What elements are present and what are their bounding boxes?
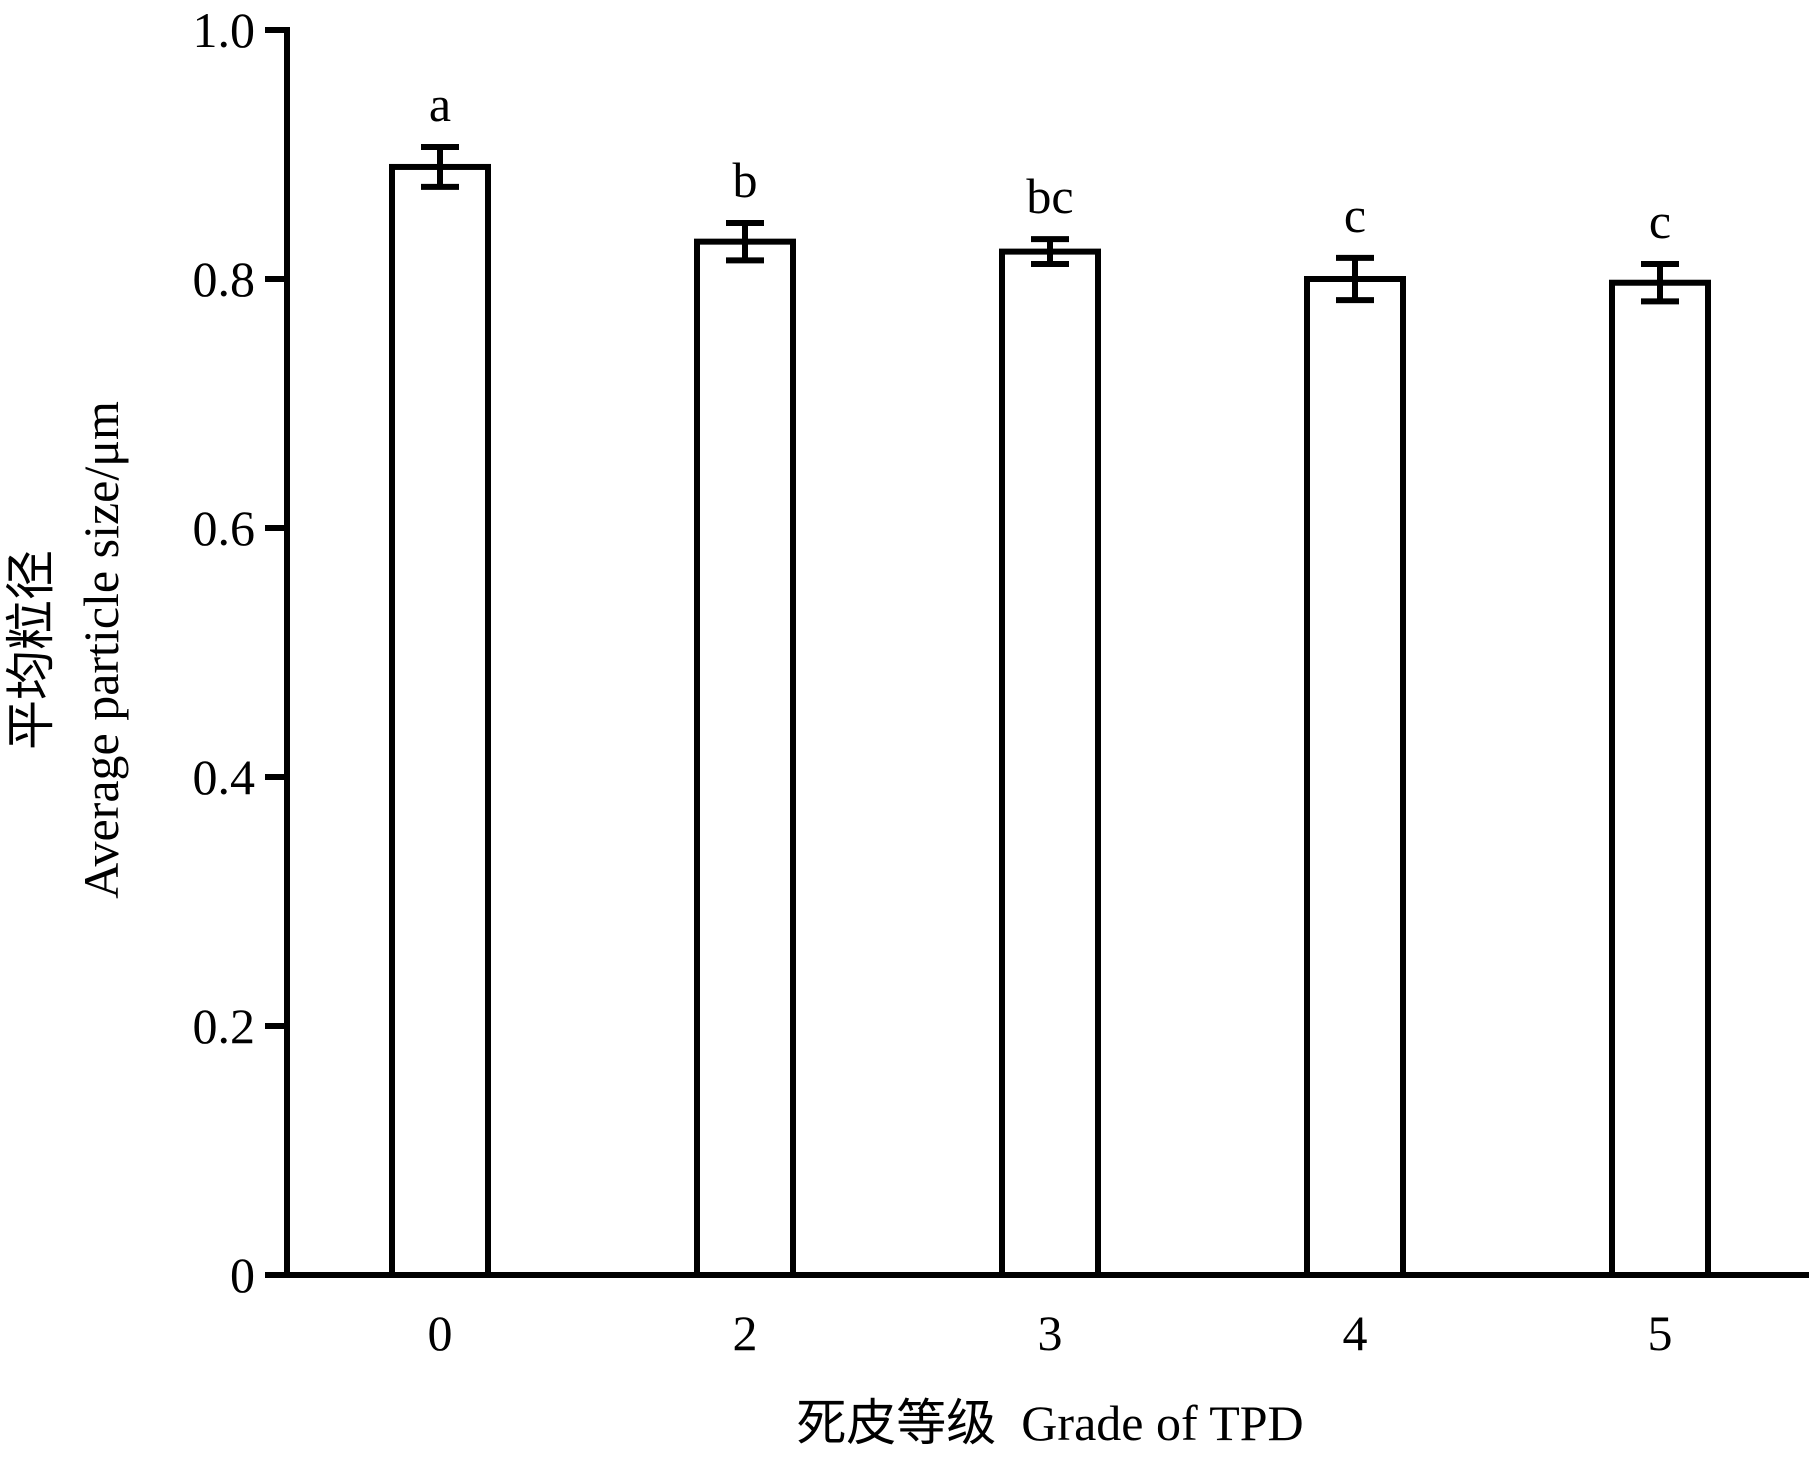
x-tick-label-3: 3 <box>1038 1305 1063 1361</box>
error-bar-3 <box>1031 236 1069 268</box>
significance-label-2: b <box>733 152 758 208</box>
bar-3 <box>999 248 1101 1279</box>
bar-2 <box>694 238 796 1278</box>
error-bar-0 <box>421 144 459 190</box>
y-axis-title-english: Average particle size/μm <box>73 401 129 899</box>
x-tick-label-4: 4 <box>1343 1305 1368 1361</box>
y-tick-label: 0 <box>230 1247 255 1303</box>
y-tick-label: 1.0 <box>193 2 256 58</box>
error-bar-2 <box>726 219 764 264</box>
x-axis-title: 死皮等级 Grade of TPD <box>796 1395 1303 1451</box>
significance-label-5: c <box>1649 193 1671 249</box>
y-tick-label: 0.6 <box>193 500 256 556</box>
significance-labels-group: a b bc c c <box>429 76 1671 249</box>
y-tick-label: 0.2 <box>193 998 256 1054</box>
significance-label-0: a <box>429 76 451 132</box>
y-tick-label: 0.4 <box>193 749 256 805</box>
significance-label-3: bc <box>1026 168 1073 224</box>
bar-5 <box>1609 279 1711 1278</box>
error-bar-4 <box>1336 254 1374 304</box>
error-bar-5 <box>1641 261 1679 305</box>
significance-label-4: c <box>1344 187 1366 243</box>
y-tick-label: 0.8 <box>193 251 256 307</box>
x-ticks-group: 0 2 3 4 5 <box>428 1305 1673 1361</box>
x-tick-label-0: 0 <box>428 1305 453 1361</box>
y-axis-title-chinese: 平均粒径 <box>3 550 59 750</box>
bars-group <box>389 163 1711 1279</box>
bar-4 <box>1304 276 1406 1278</box>
error-bars-group <box>421 144 1679 305</box>
x-tick-label-2: 2 <box>733 1305 758 1361</box>
y-ticks-group: 0 0.2 0.4 0.6 0.8 1.0 <box>193 2 287 1303</box>
x-tick-label-5: 5 <box>1648 1305 1673 1361</box>
bar-0 <box>389 163 491 1279</box>
